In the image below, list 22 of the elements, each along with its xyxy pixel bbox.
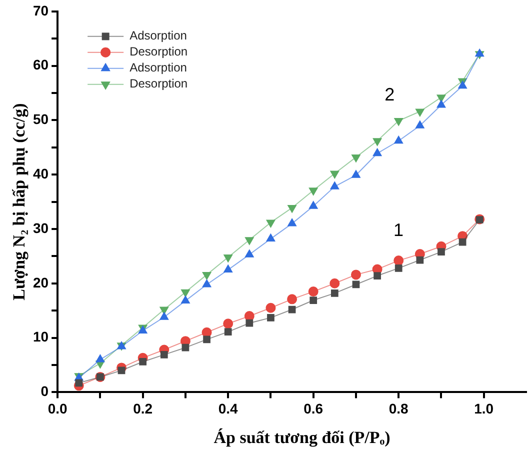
legend-label: Adsorption bbox=[130, 60, 187, 75]
x-axis-title: Áp suất tương đối (P/Pₒ) bbox=[214, 428, 390, 447]
legend-label: Desorption bbox=[130, 76, 188, 91]
y-tick-label: 40 bbox=[32, 165, 49, 182]
y-tick-label: 30 bbox=[32, 220, 49, 236]
x-tick-label: 0.4 bbox=[218, 400, 238, 416]
annotation: 1 bbox=[393, 220, 404, 240]
y-tick-label: 50 bbox=[32, 111, 49, 128]
y-tick-label: 20 bbox=[32, 274, 49, 290]
annotation: 2 bbox=[384, 84, 395, 105]
x-tick-label: 0.8 bbox=[388, 400, 409, 416]
y-tick-label: 10 bbox=[32, 328, 49, 345]
x-tick-label: 0.0 bbox=[48, 400, 68, 416]
y-axis-title: Lượng N₂ bị hấp phụ (cc/g) bbox=[9, 103, 28, 300]
x-tick-label: 1.0 bbox=[474, 400, 494, 416]
y-tick-label: 0 bbox=[40, 383, 49, 400]
x-tick-label: 0.2 bbox=[133, 400, 153, 416]
y-tick-label: 70 bbox=[32, 2, 49, 18]
legend-label: Desorption bbox=[130, 44, 188, 59]
y-tick-label: 60 bbox=[32, 56, 49, 73]
legend-label: Adsorption bbox=[130, 28, 187, 43]
x-tick-label: 0.6 bbox=[304, 400, 324, 416]
